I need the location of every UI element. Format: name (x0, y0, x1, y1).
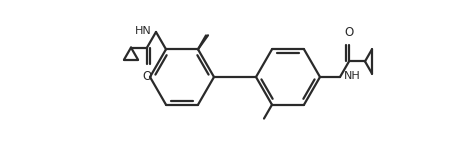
Text: O: O (142, 70, 151, 83)
Text: HN: HN (135, 26, 152, 36)
Text: NH: NH (343, 71, 360, 81)
Text: O: O (344, 26, 353, 39)
